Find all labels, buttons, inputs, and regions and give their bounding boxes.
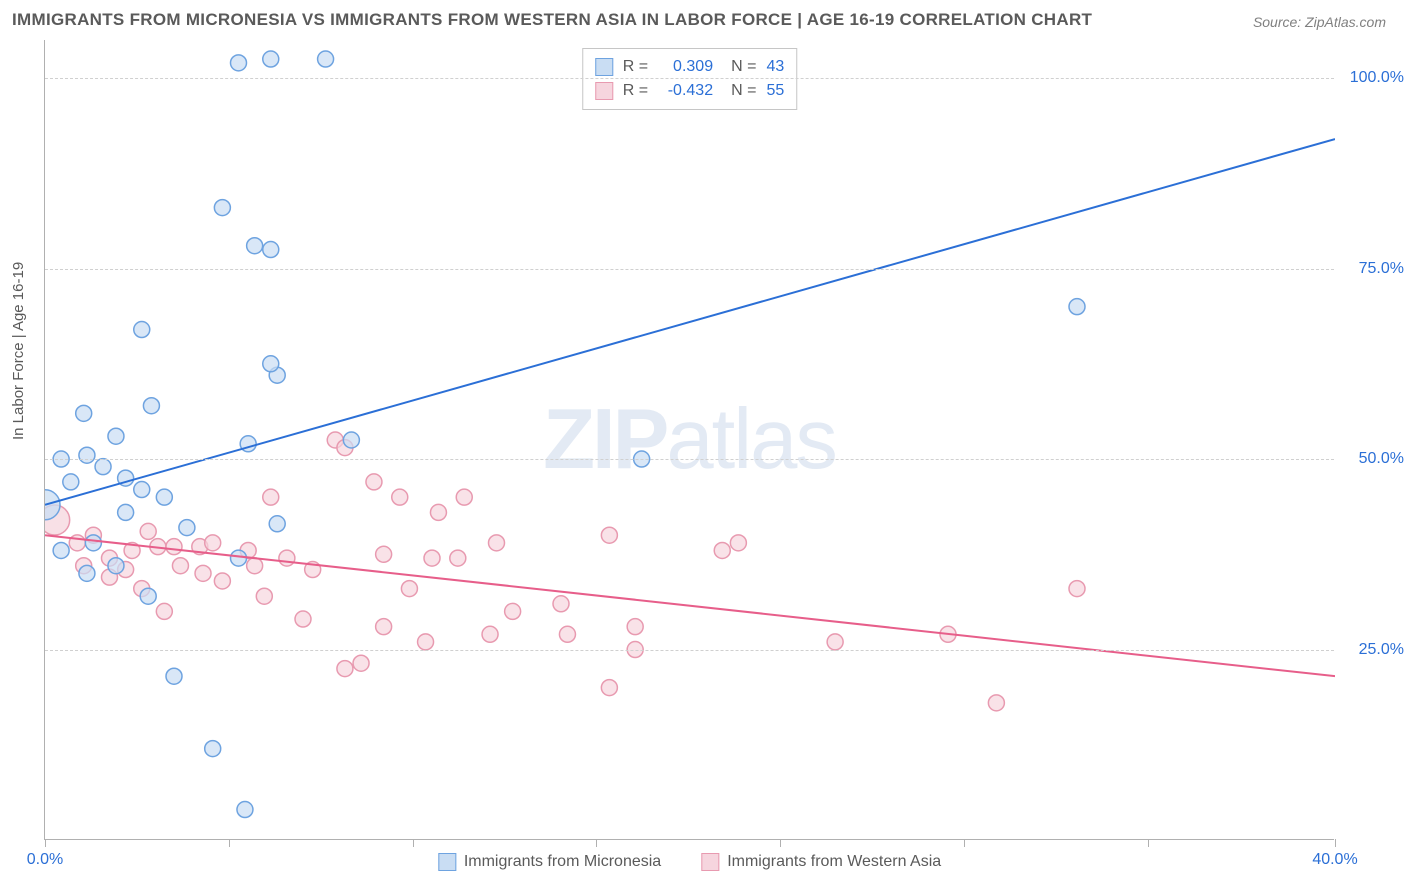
r-value-1: 0.309 [658, 55, 713, 79]
series-1-name: Immigrants from Micronesia [464, 853, 661, 871]
chart-svg [45, 40, 1335, 840]
chart-plot-area: ZIPatlas R = 0.309 N = 43 R = -0.432 N =… [44, 40, 1334, 840]
legend-item-series-2: Immigrants from Western Asia [701, 853, 941, 871]
x-tick [229, 839, 230, 847]
swatch-series-2 [595, 82, 613, 100]
n-label: N = [731, 55, 756, 79]
y-tick-label: 50.0% [1359, 450, 1404, 468]
x-tick-label: 40.0% [1312, 851, 1357, 869]
gridline [45, 650, 1334, 651]
gridline [45, 459, 1334, 460]
n-label: N = [731, 79, 756, 103]
r-label: R = [623, 79, 648, 103]
gridline [45, 269, 1334, 270]
x-tick-label: 0.0% [27, 851, 63, 869]
legend-item-series-1: Immigrants from Micronesia [438, 853, 661, 871]
x-tick [780, 839, 781, 847]
x-tick [1148, 839, 1149, 847]
n-value-1: 43 [766, 55, 784, 79]
x-tick [596, 839, 597, 847]
legend-row-series-1: R = 0.309 N = 43 [595, 55, 784, 79]
swatch-series-1 [595, 58, 613, 76]
r-value-2: -0.432 [658, 79, 713, 103]
x-tick [964, 839, 965, 847]
y-tick-label: 100.0% [1350, 69, 1404, 87]
chart-title: IMMIGRANTS FROM MICRONESIA VS IMMIGRANTS… [12, 10, 1092, 30]
y-axis-label: In Labor Force | Age 16-19 [10, 262, 27, 440]
swatch-series-2 [701, 853, 719, 871]
n-value-2: 55 [766, 79, 784, 103]
x-tick [413, 839, 414, 847]
y-tick-label: 25.0% [1359, 641, 1404, 659]
gridline [45, 78, 1334, 79]
series-legend: Immigrants from Micronesia Immigrants fr… [438, 853, 941, 871]
series-2-name: Immigrants from Western Asia [727, 853, 941, 871]
r-label: R = [623, 55, 648, 79]
x-tick [45, 839, 46, 847]
x-tick [1335, 839, 1336, 847]
legend-row-series-2: R = -0.432 N = 55 [595, 79, 784, 103]
source-label: Source: ZipAtlas.com [1253, 14, 1386, 30]
y-tick-label: 75.0% [1359, 260, 1404, 278]
swatch-series-1 [438, 853, 456, 871]
